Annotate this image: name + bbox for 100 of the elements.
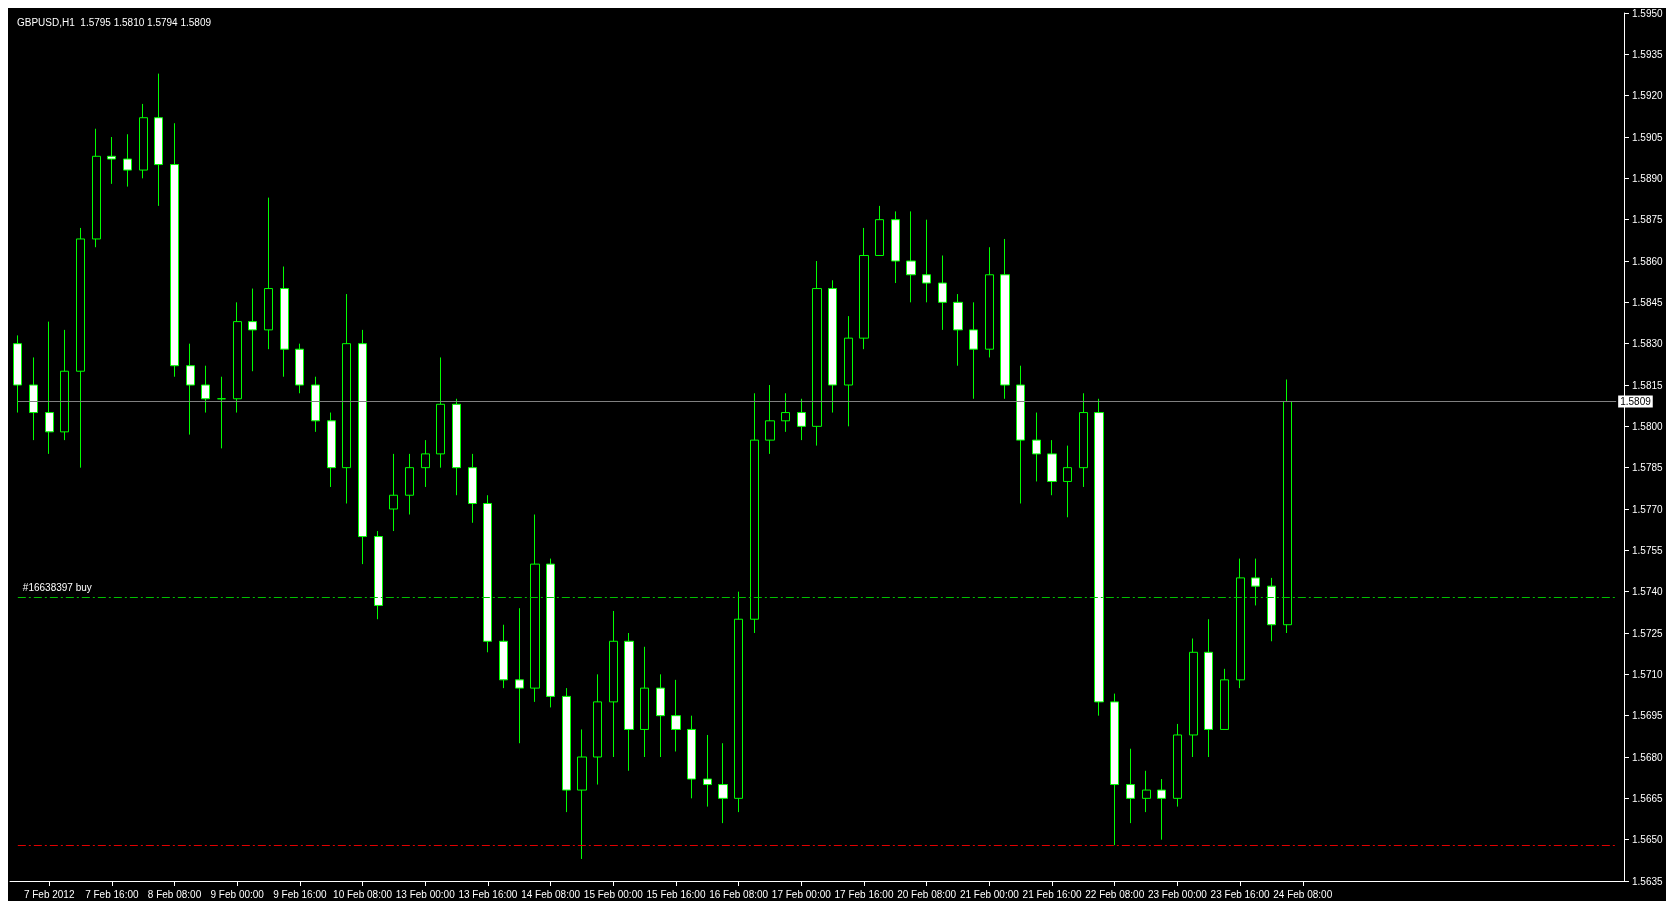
candlestick: [468, 453, 477, 524]
chart-title: GBPUSD,H1 1.5795 1.5810 1.5794 1.5809: [17, 16, 212, 28]
candlestick: [718, 742, 728, 824]
candlestick: [358, 329, 367, 565]
candlestick: [295, 343, 304, 394]
candlestick: [671, 679, 681, 752]
y-tick-label: 1.5755: [1632, 544, 1664, 556]
candlestick: [452, 398, 461, 496]
candlestick: [499, 624, 508, 689]
candlestick: [656, 673, 665, 758]
candlestick: [922, 219, 931, 303]
x-tick-label: 7 Feb 16:00: [85, 888, 139, 900]
y-tick-label: 1.5770: [1632, 503, 1664, 515]
candlestick: [593, 673, 602, 786]
candlestick: [421, 439, 430, 488]
candlestick: [1016, 365, 1025, 504]
y-tick-label: 1.5950: [1632, 7, 1664, 19]
y-tick-label: 1.5860: [1632, 255, 1664, 267]
x-tick-label: 21 Feb 00:00: [959, 888, 1020, 900]
candlestick: [233, 301, 242, 414]
x-tick-label: 22 Feb 08:00: [1085, 888, 1145, 900]
y-tick-label: 1.5830: [1632, 338, 1664, 350]
y-tick-label: 1.5635: [1632, 875, 1664, 887]
x-tick-label: 17 Feb 00:00: [771, 888, 832, 900]
y-tick-label: 1.5800: [1632, 420, 1664, 432]
y-tick-label: 1.5740: [1632, 586, 1664, 598]
ref-line-label: 1.5809: [1620, 396, 1652, 408]
candlestick: [374, 530, 383, 620]
candlestick: [1173, 723, 1182, 808]
x-tick-label: 9 Feb 00:00: [210, 888, 265, 900]
candlestick: [765, 384, 775, 455]
candlestick: [1142, 770, 1151, 813]
candlestick: [703, 734, 712, 808]
candlestick: [938, 254, 947, 331]
candlestick: [781, 392, 790, 433]
x-tick-label: 14 Feb 08:00: [521, 888, 581, 900]
candlestick: [859, 227, 869, 350]
candlestick: [280, 266, 289, 378]
x-tick-label: 24 Feb 08:00: [1273, 888, 1333, 900]
y-tick-label: 1.5935: [1632, 48, 1664, 60]
candlestick: [311, 376, 320, 433]
candlestick: [389, 453, 398, 532]
x-tick-label: 15 Feb 00:00: [583, 888, 644, 900]
candlestick: [1251, 558, 1260, 606]
candlestick: [92, 128, 101, 248]
candlestick: [1236, 558, 1245, 689]
candlestick: [154, 73, 163, 207]
candlestick: [186, 343, 195, 436]
y-tick-label: 1.5815: [1632, 379, 1664, 391]
y-tick-label: 1.5845: [1632, 296, 1664, 308]
candlestick: [1000, 238, 1010, 400]
candlestick: [1220, 668, 1229, 730]
candlestick: [734, 591, 743, 813]
x-tick-label: 17 Feb 16:00: [834, 888, 894, 900]
y-tick-label: 1.5710: [1632, 668, 1664, 680]
candlestick: [1126, 748, 1135, 824]
candlestick: [624, 632, 634, 772]
candlestick: [1189, 638, 1198, 758]
x-tick-label: 21 Feb 16:00: [1022, 888, 1082, 900]
candlestick: [483, 494, 492, 653]
candlestick: [640, 646, 649, 758]
candlestick: [327, 412, 336, 488]
candlestick: [844, 315, 853, 427]
y-tick-label: 1.5680: [1632, 751, 1664, 763]
ref-line-label: #16638397 buy: [22, 581, 92, 593]
y-tick-label: 1.5875: [1632, 214, 1664, 226]
candlestick: [1047, 439, 1057, 496]
candlestick: [139, 103, 148, 179]
x-tick-label: 13 Feb 00:00: [395, 888, 456, 900]
y-tick-label: 1.5785: [1632, 462, 1664, 474]
candlestick: [29, 356, 38, 441]
y-tick-label: 1.5890: [1632, 172, 1664, 184]
y-tick-label: 1.5695: [1632, 710, 1664, 722]
candlestick: [687, 715, 696, 799]
candlestick: [953, 293, 963, 367]
candlestick: [405, 453, 414, 516]
candlestick: [60, 329, 69, 441]
candlestick: [812, 260, 822, 447]
y-tick-label: 1.5905: [1632, 131, 1664, 143]
x-tick-label: 16 Feb 08:00: [709, 888, 769, 900]
candlestick: [123, 133, 132, 188]
x-tick-label: 13 Feb 16:00: [458, 888, 518, 900]
candlestick: [1032, 412, 1041, 482]
candlestick: [1110, 693, 1119, 846]
candlestick: [750, 392, 759, 634]
candlestick: [13, 334, 22, 414]
candlestick: [969, 301, 978, 400]
candlestick: [515, 607, 524, 744]
candlestick: [217, 376, 226, 449]
x-tick-label: 23 Feb 16:00: [1210, 888, 1270, 900]
candlestick: [577, 728, 587, 860]
y-tick-label: 1.5650: [1632, 834, 1664, 846]
candlestick: [45, 321, 54, 455]
candlestick: [107, 136, 116, 185]
candlestick: [1094, 398, 1104, 717]
candlestick: [1204, 618, 1213, 758]
candlestick: [1063, 445, 1072, 518]
candlestick: [828, 279, 837, 414]
x-tick-label: 7 Feb 2012: [23, 888, 75, 900]
x-tick-label: 23 Feb 00:00: [1147, 888, 1208, 900]
